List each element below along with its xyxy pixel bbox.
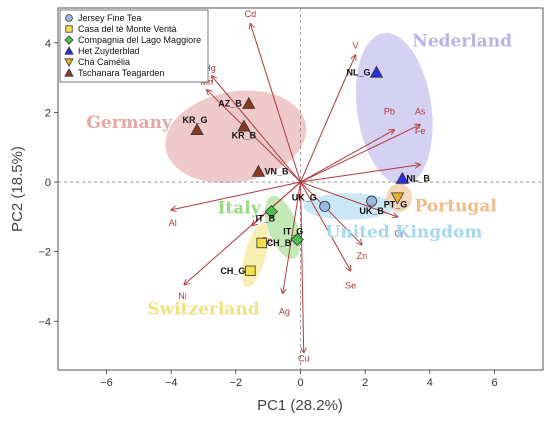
legend-entry-het-zuyderblad: Het Zuyderblad xyxy=(78,46,140,56)
legend-entry-ch-cam-lia: Chá Camélia xyxy=(78,57,130,67)
loading-label-fe: Fe xyxy=(415,126,426,136)
loading-arrow-se xyxy=(300,181,351,271)
loading-label-hg: Hg xyxy=(204,63,216,73)
point-nl-g xyxy=(369,65,384,78)
loading-label-zn: Zn xyxy=(357,251,368,261)
legend-entry-casa-del-t-monte-verit: Casa del tè Monte Verità xyxy=(78,24,177,34)
sample-points: UK_G UK_B CH_G CH_B IT_B IT_G NL_G NL_B PT_G KR_G… xyxy=(183,65,430,276)
point-label-uk-g: UK_G xyxy=(292,192,317,202)
loading-label-v: V xyxy=(352,41,358,51)
loading-label-as: As xyxy=(415,107,426,117)
loading-arrow-fe xyxy=(300,165,421,183)
x-tick-label: −4 xyxy=(165,377,178,389)
loading-arrow-cr xyxy=(300,181,398,217)
point-kr-b xyxy=(237,119,251,132)
x-tick-label: 6 xyxy=(491,377,497,389)
y-axis-label: PC2 (18.5%) xyxy=(9,146,26,232)
point-label-nl-g: NL_G xyxy=(346,67,370,77)
loading-arrow-cd xyxy=(250,24,301,183)
legend-marker-compagnia-del-lago-maggiore xyxy=(64,35,74,45)
x-tick-label: 4 xyxy=(427,377,433,389)
point-it-g xyxy=(290,232,304,247)
point-label-nl-b: NL_B xyxy=(406,174,430,184)
y-tick-label: 0 xyxy=(45,177,51,189)
legend-marker-ch-cam-lia xyxy=(64,58,74,67)
loading-arrow-ni xyxy=(184,181,301,285)
point-uk-b xyxy=(366,195,378,207)
point-it-b xyxy=(264,205,278,219)
loading-arrow-mn xyxy=(207,90,301,183)
loading-label-al: Al xyxy=(169,218,177,228)
point-label-kr-g: KR_G xyxy=(183,115,208,125)
point-label-ch-g: CH_G xyxy=(220,266,245,276)
point-label-pt-g: PT_G xyxy=(384,200,408,210)
loading-label-cr: Cr xyxy=(394,228,404,238)
point-label-az-b: AZ_B xyxy=(218,99,242,109)
legend-marker-jersey-fine-tea xyxy=(65,14,73,22)
point-label-vn-b: VN_B xyxy=(264,167,289,177)
point-pt-g xyxy=(390,192,405,205)
point-label-it-b: IT_B xyxy=(256,214,276,224)
legend-box xyxy=(59,9,209,83)
loading-label-ag: Ag xyxy=(279,307,290,317)
loading-arrow-as xyxy=(300,125,421,183)
x-tick-label: −2 xyxy=(230,377,243,389)
loading-label-ni: Ni xyxy=(178,291,187,301)
region-label-nederland: Nederland xyxy=(412,31,512,51)
loading-arrow-al xyxy=(171,181,301,210)
loading-label-cu: Cu xyxy=(298,354,310,364)
loading-arrow-v xyxy=(300,55,356,183)
point-label-kr-b: KR_B xyxy=(232,130,257,140)
loading-arrow-zn xyxy=(300,181,362,245)
point-nl-b xyxy=(395,171,410,184)
loading-arrow-cu xyxy=(300,182,304,353)
loading-label-pb: Pb xyxy=(384,107,395,117)
legend-marker-tschanara-teagarden xyxy=(64,68,74,77)
loading-label-se: Se xyxy=(345,281,356,291)
legend-entry-tschanara-teagarden: Tschanara Teagarden xyxy=(78,68,164,78)
region-label-united-kingdom: United Kingdom xyxy=(326,223,483,243)
legend-marker-het-zuyderblad xyxy=(64,46,74,55)
y-tick-label: −4 xyxy=(38,316,51,328)
point-vn-b xyxy=(251,164,266,177)
point-label-uk-b: UK_B xyxy=(359,206,384,216)
loading-label-cd: Cd xyxy=(245,9,257,19)
loading-arrow-pb xyxy=(300,130,395,183)
point-ch-g xyxy=(245,265,256,276)
legend-marker-casa-del-t-monte-verit xyxy=(65,25,73,33)
point-uk-g xyxy=(319,200,331,212)
region-label-portugal: Portugal xyxy=(415,197,498,217)
loading-arrow-hg xyxy=(212,76,301,183)
x-tick-label: 0 xyxy=(297,377,303,389)
point-label-it-g: IT_G xyxy=(283,226,303,236)
x-axis-label: PC1 (28.2%) xyxy=(257,397,343,414)
region-label-germany: Germany xyxy=(86,113,173,133)
point-ch-b xyxy=(256,237,267,249)
x-tick-label: 2 xyxy=(362,377,368,389)
loading-arrow-ag xyxy=(283,181,301,293)
y-tick-label: 2 xyxy=(45,107,51,119)
legend-entry-jersey-fine-tea: Jersey Fine Tea xyxy=(78,13,141,23)
point-kr-g xyxy=(190,123,204,136)
region-ellipse-germany xyxy=(165,90,307,184)
y-tick-label: 4 xyxy=(45,38,51,50)
region-labels: Germany Nederland Italy Switzerland United K… xyxy=(86,31,512,319)
y-tick-label: −2 xyxy=(38,247,51,259)
legend-entry-compagnia-del-lago-maggiore: Compagnia del Lago Maggiore xyxy=(78,35,201,45)
point-label-ch-b: CH_B xyxy=(267,238,292,248)
point-az-b xyxy=(242,96,256,109)
x-tick-label: −6 xyxy=(100,377,113,389)
region-label-switzerland: Switzerland xyxy=(147,299,259,319)
region-label-italy: Italy xyxy=(217,198,261,218)
axes: −6 −4 −2 0 2 4 6 −4 −2 0 2 4 xyxy=(38,38,497,389)
